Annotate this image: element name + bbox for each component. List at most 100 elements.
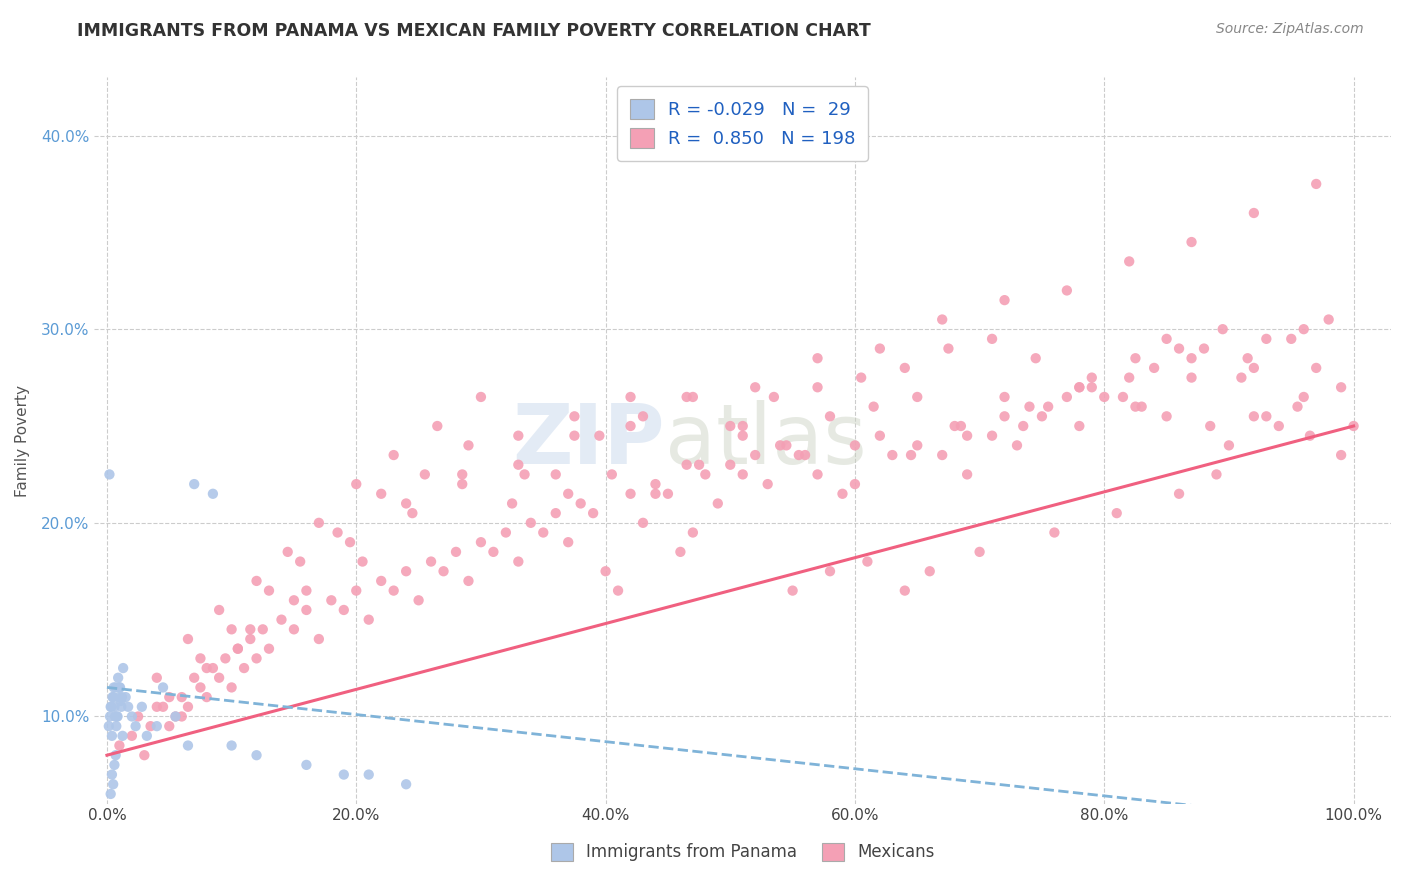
- Point: [831, 487, 853, 501]
- Point: [1005, 438, 1028, 452]
- Point: [110, 694, 132, 708]
- Point: [981, 428, 1004, 442]
- Point: [170, 690, 193, 705]
- Point: [321, 593, 343, 607]
- Point: [245, 748, 267, 763]
- Point: [124, 719, 146, 733]
- Point: [1168, 342, 1191, 356]
- Point: [1292, 390, 1315, 404]
- Point: [731, 419, 754, 434]
- Point: [326, 525, 349, 540]
- Point: [1330, 448, 1353, 462]
- Point: [100, 699, 122, 714]
- Point: [669, 545, 692, 559]
- Point: [1243, 206, 1265, 220]
- Point: [139, 719, 162, 733]
- Point: [105, 719, 128, 733]
- Point: [101, 777, 124, 791]
- Point: [564, 428, 586, 442]
- Point: [221, 681, 243, 695]
- Point: [190, 681, 212, 695]
- Point: [794, 448, 817, 462]
- Point: [288, 555, 311, 569]
- Point: [339, 535, 361, 549]
- Point: [688, 458, 710, 472]
- Point: [177, 699, 200, 714]
- Point: [121, 709, 143, 723]
- Point: [1069, 419, 1091, 434]
- Point: [146, 671, 169, 685]
- Point: [682, 390, 704, 404]
- Point: [226, 641, 249, 656]
- Point: [520, 516, 543, 530]
- Point: [457, 574, 479, 588]
- Point: [1031, 409, 1053, 424]
- Point: [1243, 409, 1265, 424]
- Point: [1279, 332, 1302, 346]
- Point: [104, 748, 127, 763]
- Point: [513, 467, 536, 482]
- Point: [233, 661, 256, 675]
- Point: [569, 496, 592, 510]
- Point: [146, 719, 169, 733]
- Point: [382, 583, 405, 598]
- Point: [1305, 360, 1327, 375]
- Point: [1143, 360, 1166, 375]
- Point: [1286, 400, 1309, 414]
- Point: [370, 574, 392, 588]
- Point: [344, 477, 367, 491]
- Point: [239, 623, 262, 637]
- Point: [190, 651, 212, 665]
- Point: [1243, 360, 1265, 375]
- Point: [544, 506, 567, 520]
- Point: [869, 342, 891, 356]
- Point: [226, 641, 249, 656]
- Point: [844, 438, 866, 452]
- Point: [131, 699, 153, 714]
- Point: [1156, 409, 1178, 424]
- Point: [195, 690, 218, 705]
- Point: [451, 467, 474, 482]
- Point: [208, 603, 231, 617]
- Point: [333, 767, 356, 781]
- Point: [1105, 506, 1128, 520]
- Point: [969, 545, 991, 559]
- Point: [993, 293, 1015, 307]
- Point: [451, 477, 474, 491]
- Point: [1056, 390, 1078, 404]
- Point: [283, 593, 305, 607]
- Point: [938, 342, 960, 356]
- Point: [918, 564, 941, 578]
- Point: [531, 525, 554, 540]
- Point: [806, 351, 828, 366]
- Point: [769, 438, 792, 452]
- Point: [157, 719, 180, 733]
- Point: [644, 487, 666, 501]
- Point: [457, 438, 479, 452]
- Point: [675, 458, 697, 472]
- Point: [644, 477, 666, 491]
- Point: [631, 409, 654, 424]
- Point: [108, 681, 131, 695]
- Point: [1036, 400, 1059, 414]
- Point: [862, 400, 884, 414]
- Point: [931, 312, 953, 326]
- Point: [308, 516, 330, 530]
- Point: [900, 448, 922, 462]
- Point: [165, 709, 187, 723]
- Text: IMMIGRANTS FROM PANAMA VS MEXICAN FAMILY POVERTY CORRELATION CHART: IMMIGRANTS FROM PANAMA VS MEXICAN FAMILY…: [77, 22, 872, 40]
- Point: [849, 370, 872, 384]
- Point: [98, 467, 121, 482]
- Point: [370, 487, 392, 501]
- Legend: Immigrants from Panama, Mexicans: Immigrants from Panama, Mexicans: [544, 836, 941, 868]
- Point: [108, 681, 131, 695]
- Point: [508, 428, 530, 442]
- Point: [201, 661, 224, 675]
- Point: [108, 739, 131, 753]
- Point: [782, 583, 804, 598]
- Point: [127, 709, 149, 723]
- Point: [707, 496, 730, 510]
- Point: [482, 545, 505, 559]
- Point: [177, 632, 200, 646]
- Text: Source: ZipAtlas.com: Source: ZipAtlas.com: [1216, 22, 1364, 37]
